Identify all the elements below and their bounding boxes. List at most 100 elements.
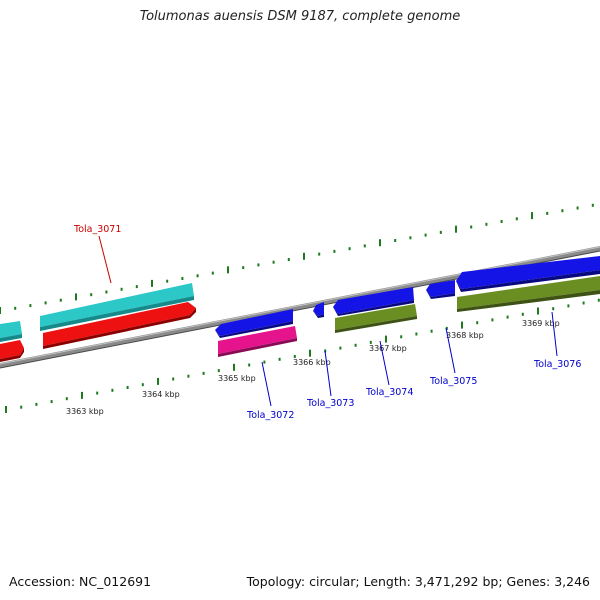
lower-minor-tick bbox=[597, 298, 600, 302]
gene-olive-tola-3074[interactable] bbox=[335, 304, 417, 333]
gene-label-tola-3075[interactable]: Tola_3075 bbox=[429, 376, 477, 387]
lower-major-tick bbox=[5, 406, 7, 413]
lower-minor-tick bbox=[430, 329, 433, 333]
lower-minor-tick bbox=[354, 343, 357, 347]
upper-minor-tick bbox=[500, 220, 503, 223]
upper-major-tick bbox=[379, 239, 381, 247]
leader-line-tola-3072 bbox=[261, 361, 272, 407]
lower-minor-tick bbox=[293, 355, 296, 358]
leader-line-tola-3071 bbox=[98, 235, 112, 284]
upper-minor-tick bbox=[318, 252, 321, 256]
lower-minor-tick bbox=[20, 405, 23, 409]
upper-minor-tick bbox=[120, 287, 123, 291]
upper-minor-tick bbox=[546, 211, 549, 215]
gene-tola-3071[interactable] bbox=[43, 302, 196, 349]
upper-minor-tick bbox=[14, 306, 17, 310]
lower-minor-tick bbox=[187, 374, 190, 378]
upper-minor-tick bbox=[211, 271, 214, 275]
upper-minor-tick bbox=[272, 260, 275, 264]
gene-tola-3074[interactable] bbox=[333, 287, 414, 316]
genome-title: Tolumonas auensis DSM 9187, complete gen… bbox=[139, 9, 461, 24]
lower-minor-tick bbox=[111, 388, 114, 392]
leader-line-tola-3073 bbox=[324, 350, 332, 397]
lower-minor-tick bbox=[506, 315, 509, 319]
lower-minor-tick bbox=[217, 369, 220, 373]
upper-major-tick bbox=[455, 225, 457, 233]
upper-minor-tick bbox=[348, 247, 351, 251]
lower-minor-tick bbox=[248, 363, 251, 367]
upper-minor-tick bbox=[515, 217, 518, 221]
lower-major-tick bbox=[233, 363, 235, 371]
upper-major-tick bbox=[151, 279, 153, 287]
gene-cyan-left[interactable] bbox=[0, 321, 22, 342]
lower-minor-tick bbox=[278, 357, 281, 361]
upper-minor-tick bbox=[470, 225, 473, 229]
upper-minor-tick bbox=[105, 290, 108, 294]
lower-minor-tick bbox=[415, 332, 418, 336]
upper-minor-tick bbox=[59, 298, 62, 302]
upper-minor-tick bbox=[591, 203, 594, 207]
upper-minor-tick bbox=[29, 304, 32, 308]
lower-minor-tick bbox=[491, 318, 494, 322]
upper-major-tick bbox=[531, 212, 533, 220]
lower-minor-tick bbox=[65, 397, 68, 401]
lower-minor-tick bbox=[172, 377, 175, 381]
gene-label-tola-3071[interactable]: Tola_3071 bbox=[73, 224, 121, 235]
upper-minor-tick bbox=[181, 277, 184, 280]
gene-magenta-tola-3072[interactable] bbox=[218, 326, 297, 357]
upper-minor-tick bbox=[485, 222, 488, 226]
gene-tola-3072[interactable] bbox=[215, 309, 293, 338]
scale-label-3367: 3367 kbp bbox=[369, 344, 407, 353]
lower-minor-tick bbox=[35, 402, 38, 406]
leader-line-tola-3076 bbox=[551, 311, 558, 357]
lower-minor-tick bbox=[141, 383, 144, 387]
upper-minor-tick bbox=[257, 263, 260, 267]
lower-minor-tick bbox=[476, 321, 479, 325]
upper-major-tick bbox=[0, 307, 1, 314]
lower-minor-tick bbox=[552, 307, 555, 311]
lower-major-tick bbox=[461, 321, 463, 329]
upper-minor-tick bbox=[166, 279, 169, 283]
lower-major-tick bbox=[157, 377, 159, 385]
gene-olive-tola-3076[interactable] bbox=[457, 276, 600, 312]
gene-label-tola-3073[interactable]: Tola_3073 bbox=[306, 398, 354, 409]
lower-minor-tick bbox=[582, 301, 585, 305]
lower-minor-tick bbox=[324, 349, 327, 353]
lower-minor-tick bbox=[445, 326, 448, 330]
lower-major-tick bbox=[385, 335, 387, 343]
gene-label-tola-3076[interactable]: Tola_3076 bbox=[533, 359, 581, 370]
lower-minor-tick bbox=[339, 346, 342, 350]
lower-major-tick bbox=[309, 349, 311, 357]
upper-minor-tick bbox=[409, 236, 412, 240]
gene-label-tola-3074[interactable]: Tola_3074 bbox=[365, 387, 413, 398]
scale-label-3368: 3368 kbp bbox=[446, 331, 484, 340]
gene-cyan-tola-3071-upper[interactable] bbox=[40, 283, 194, 331]
gene-tola-3073[interactable] bbox=[313, 302, 324, 318]
upper-minor-tick bbox=[394, 239, 397, 242]
lower-minor-tick bbox=[400, 335, 403, 339]
scale-label-3369: 3369 kbp bbox=[522, 319, 560, 328]
upper-major-tick bbox=[303, 252, 305, 260]
leader-line-tola-3074 bbox=[379, 340, 390, 386]
lower-minor-tick bbox=[50, 400, 53, 404]
lower-scale-ticks bbox=[5, 298, 600, 413]
scale-label-3363: 3363 kbp bbox=[66, 407, 104, 416]
gene-tola-3076[interactable] bbox=[456, 256, 600, 292]
upper-minor-tick bbox=[44, 301, 47, 305]
gene-red-left[interactable] bbox=[0, 340, 24, 362]
upper-minor-tick bbox=[135, 285, 138, 289]
accession-text: Accession: NC_012691 bbox=[9, 574, 152, 589]
genome-summary-text: Topology: circular; Length: 3,471,292 bp… bbox=[246, 574, 590, 589]
gene-tola-3075[interactable] bbox=[426, 280, 455, 299]
lower-minor-tick bbox=[567, 304, 570, 308]
upper-minor-tick bbox=[439, 230, 442, 234]
scale-label-3364: 3364 kbp bbox=[142, 390, 180, 399]
lower-minor-tick bbox=[126, 386, 129, 389]
upper-minor-tick bbox=[424, 233, 427, 237]
scale-label-3366: 3366 kbp bbox=[293, 358, 331, 367]
upper-major-tick bbox=[227, 266, 229, 274]
lower-minor-tick bbox=[369, 340, 372, 344]
gene-label-tola-3072[interactable]: Tola_3072 bbox=[246, 410, 294, 421]
